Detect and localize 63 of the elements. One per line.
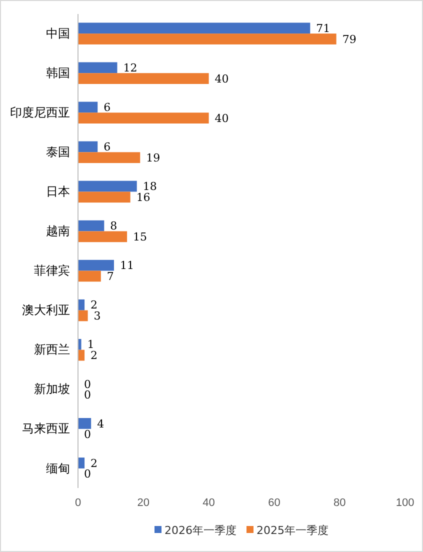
data-label: 6 (104, 140, 111, 154)
bar (78, 310, 88, 322)
bar (78, 220, 104, 232)
bar (78, 458, 85, 468)
x-tick-label: 100 (396, 496, 414, 509)
data-label: 3 (94, 310, 101, 323)
data-label: 18 (142, 180, 157, 194)
bar (78, 299, 85, 310)
y-tick-label: 新加坡 (34, 382, 70, 396)
bar (78, 338, 82, 350)
bar (78, 192, 130, 203)
data-label: 0 (84, 428, 91, 442)
data-label: 12 (123, 62, 138, 75)
legend-label: 2026年一季度 (164, 524, 236, 537)
bar (78, 180, 137, 192)
bar (78, 152, 140, 164)
bar (78, 141, 98, 152)
x-tick-label: 80 (333, 496, 346, 509)
data-label: 16 (136, 190, 150, 204)
y-tick-label: 新西兰 (34, 342, 70, 357)
data-label: 0 (84, 468, 91, 481)
y-tick-label: 马来西亚 (22, 422, 70, 436)
data-label: 40 (214, 72, 229, 86)
y-tick-label: 越南 (46, 224, 70, 238)
data-label: 4 (97, 417, 104, 430)
bar (78, 73, 209, 84)
y-tick-label: 印度尼西亚 (10, 105, 70, 120)
data-label: 7 (106, 270, 114, 284)
data-label: 0 (84, 378, 91, 391)
bar (78, 231, 128, 242)
bar (78, 34, 336, 44)
bar (78, 418, 92, 429)
bar (78, 112, 209, 124)
y-tick-label: 菲律宾 (34, 264, 70, 278)
y-tick-label: 澳大利亚 (22, 303, 70, 318)
y-tick-label: 泰国 (46, 145, 70, 160)
data-label: 2 (90, 456, 98, 470)
y-tick-label: 缅甸 (46, 461, 70, 476)
x-tick-label: 20 (137, 496, 150, 509)
x-tick-label: 40 (202, 496, 215, 509)
legend-label: 2025年一季度 (256, 524, 328, 537)
data-label: 0 (84, 388, 91, 402)
data-label: 19 (146, 151, 160, 164)
bar (78, 62, 118, 74)
y-tick-label: 中国 (46, 26, 70, 40)
bar (78, 102, 98, 113)
data-label: 6 (104, 101, 111, 114)
data-label: 71 (316, 22, 330, 35)
data-label: 8 (110, 220, 118, 233)
data-label: 79 (342, 32, 356, 46)
bar (78, 260, 114, 271)
y-tick-label: 日本 (46, 184, 70, 199)
data-label: 2 (90, 349, 98, 362)
x-tick-label: 60 (268, 496, 280, 509)
bar (78, 22, 310, 34)
x-tick-label: 0 (74, 496, 82, 509)
data-label: 40 (214, 112, 229, 125)
bar (78, 270, 101, 282)
data-label: 1 (87, 338, 94, 352)
data-label: 15 (133, 230, 148, 244)
y-tick-label: 韩国 (46, 66, 70, 80)
data-label: 11 (120, 259, 134, 272)
data-label: 2 (90, 298, 98, 312)
